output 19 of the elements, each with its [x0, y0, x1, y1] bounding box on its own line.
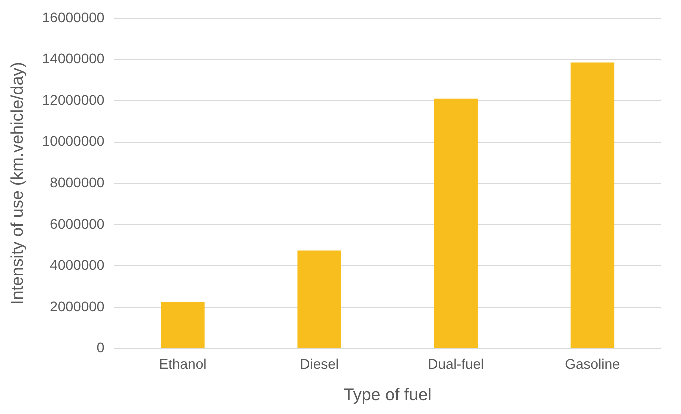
bar — [298, 250, 342, 348]
x-tick-label: Diesel — [300, 356, 340, 372]
x-axis-title: Type of fuel — [344, 385, 432, 404]
y-tick-label: 8000000 — [50, 174, 105, 190]
bar — [570, 62, 615, 348]
bar — [434, 98, 478, 348]
bar — [161, 302, 205, 348]
x-tick-label: Dual-fuel — [428, 356, 484, 372]
y-tick-label: 0 — [96, 340, 105, 356]
y-tick-label: 4000000 — [50, 257, 105, 274]
x-tick-label: Ethanol — [159, 356, 207, 372]
y-tick-label: 14000000 — [42, 50, 105, 67]
y-tick-label: 2000000 — [50, 298, 105, 314]
y-axis-title: Intensity of use (km.vehicle/day) — [8, 62, 27, 306]
y-tick-label: 16000000 — [42, 9, 105, 26]
y-tick-label: 10000000 — [42, 133, 105, 150]
y-tick-label: 12000000 — [42, 92, 105, 108]
y-tick-label: 6000000 — [50, 216, 105, 232]
x-tick-label: Gasoline — [565, 356, 621, 372]
